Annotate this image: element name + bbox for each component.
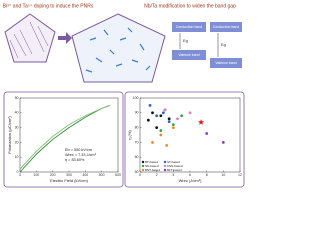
valence-label: Valence band (215, 61, 236, 65)
y-tick-label: 0 (17, 170, 19, 174)
x-tick-label: 500 (99, 173, 105, 177)
conduction-band (210, 22, 242, 32)
right-panel (124, 91, 245, 188)
scatter-point (159, 133, 163, 137)
legend-label: KNN-based (167, 164, 183, 168)
y-tick-label: 70 (135, 140, 139, 144)
y-tick-label: 50 (15, 96, 19, 100)
legend-swatch (163, 168, 167, 172)
conduction-label: Conduction band (213, 25, 240, 29)
annotation: Wrec = 7.33 J/cm³ (65, 153, 97, 157)
x-axis-label: Wrec (J/cm³) (179, 178, 202, 183)
scatter-point (163, 108, 167, 112)
scatter-point (167, 120, 171, 124)
y-tick-label: 10 (15, 155, 19, 159)
scatter-point (146, 118, 150, 122)
x-tick-label: 4 (172, 173, 174, 177)
arrow (58, 32, 72, 44)
legend-swatch (163, 160, 167, 164)
x-tick-label: 2 (156, 173, 158, 177)
y-axis-label: η (%) (127, 130, 132, 140)
gap-label: Eg (183, 38, 188, 43)
scatter-point (165, 143, 169, 147)
legend-label: BFT-based (167, 168, 182, 172)
pnr-pentagon (71, 13, 166, 83)
pnr-pattern (85, 27, 151, 73)
annotation: η = 83.60% (65, 158, 85, 162)
conduction-label: Conduction band (176, 25, 203, 29)
graphical-abstract: Bi³⁺ and Ta⁵⁺ doping to induce the PNRs … (2, 3, 245, 188)
legend-label: BT-based (145, 160, 158, 164)
scatter-point (188, 111, 192, 115)
scatter-point (151, 111, 154, 115)
y-tick-label: 40 (15, 111, 19, 115)
y-tick-label: 90 (135, 111, 139, 115)
scatter-point (161, 111, 165, 115)
right-title: Nb/Ta modification to widen the band gap (144, 3, 236, 9)
valence-label: Valence band (178, 53, 199, 57)
scatter-point (155, 126, 159, 129)
x-tick-label: 200 (50, 173, 56, 177)
scatter-point (171, 126, 175, 129)
left-panel (3, 91, 124, 188)
y-tick-label: 30 (15, 126, 19, 130)
x-tick-label: 0 (139, 173, 141, 177)
y-tick-label: 80 (135, 126, 139, 130)
scatter-point (167, 117, 171, 121)
legend-swatch (163, 164, 167, 168)
annotation: Eb = 550 kV/cm (65, 148, 92, 152)
legend-swatch (141, 160, 145, 164)
gap-label: Eg (221, 42, 226, 47)
scatter-point (148, 104, 152, 107)
scatter-point (221, 141, 225, 144)
scatter-point (159, 129, 163, 132)
x-tick-label: 100 (33, 173, 39, 177)
x-tick-label: 400 (82, 173, 88, 177)
domain-pattern (9, 21, 49, 59)
y-tick-label: 60 (135, 155, 139, 159)
scatter-point (171, 123, 175, 127)
x-tick-label: 12 (238, 173, 242, 177)
star-point (198, 119, 205, 125)
scatter-point (180, 114, 184, 118)
legend-label: ST-based (167, 160, 180, 164)
x-tick-label: 300 (66, 173, 72, 177)
x-axis-label: Electric Field (kV/cm) (50, 178, 88, 183)
band-diagrams: Conduction band Valence band Eg Conduction … (172, 22, 242, 68)
y-tick-label: 50 (135, 170, 139, 174)
y-tick-label: 20 (15, 140, 19, 144)
valence-band (210, 58, 242, 68)
conduction-band (172, 22, 206, 32)
legend-label: NN-based (145, 164, 159, 168)
legend-label: BNT-based (145, 168, 160, 172)
x-tick-label: 600 (115, 173, 121, 177)
scatter-point (159, 114, 163, 118)
grain-pentagon (4, 13, 56, 63)
scatter-point (176, 117, 179, 121)
legend-swatch (141, 168, 145, 172)
pe-curve (19, 104, 110, 170)
scatter-point (151, 141, 154, 144)
y-tick-label: 100 (133, 96, 139, 100)
legend-swatch (141, 164, 145, 168)
left-title: Bi³⁺ and Ta⁵⁺ doping to induce the PNRs (3, 3, 94, 9)
x-tick-label: 0 (19, 173, 21, 177)
x-tick-label: 10 (221, 173, 225, 177)
y-axis-label: Polarization (μC/cm²) (7, 116, 12, 154)
x-tick-label: 6 (189, 173, 191, 177)
x-tick-label: 8 (206, 173, 208, 177)
valence-band (172, 50, 206, 60)
scatter-point (155, 114, 159, 118)
scatter-point (205, 132, 209, 135)
